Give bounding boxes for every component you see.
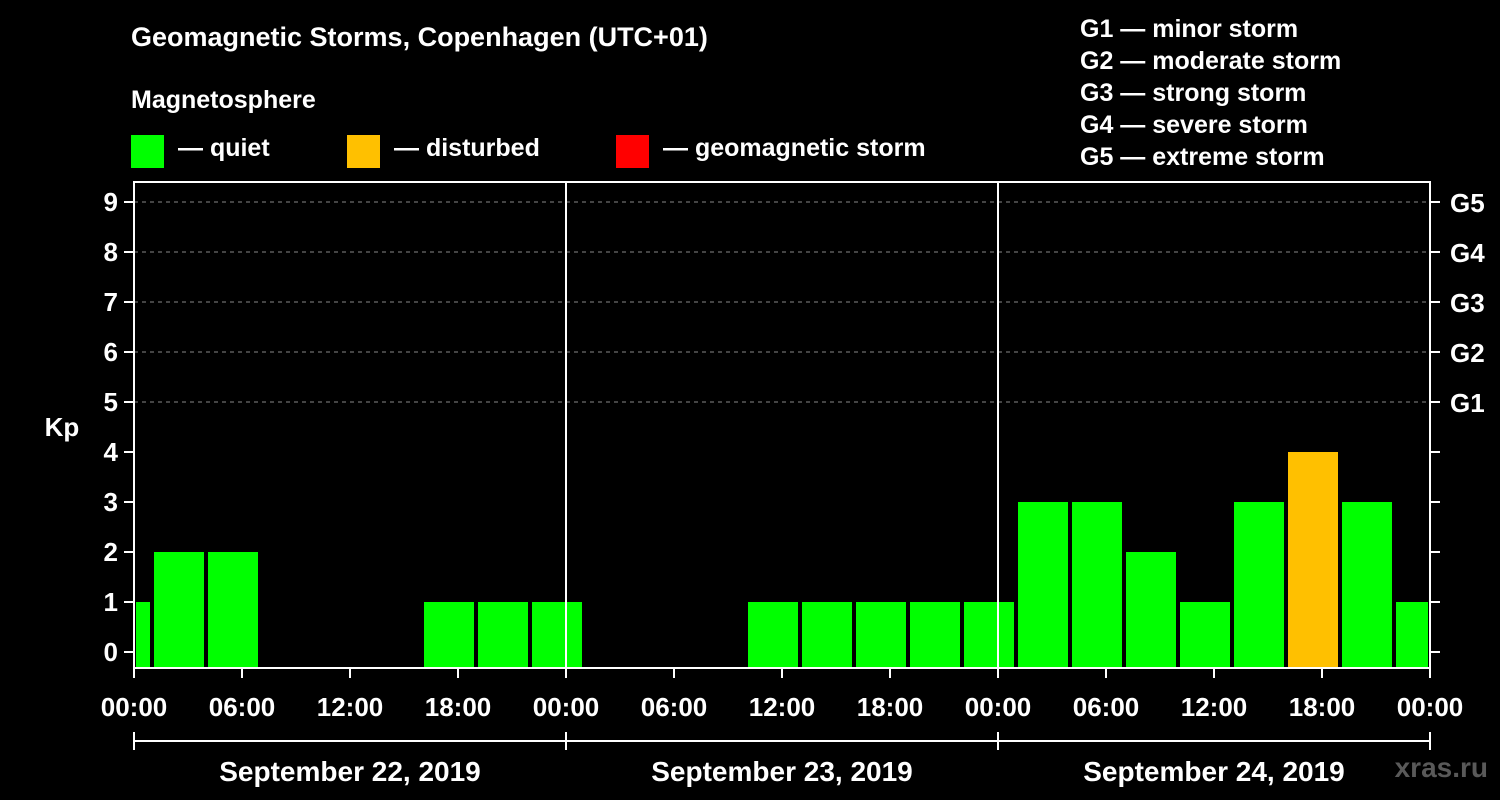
g-scale-g2: G2 — moderate storm	[1080, 47, 1342, 75]
g-level-label: G4	[1450, 238, 1485, 268]
kp-bar-6	[424, 602, 474, 668]
y-axis-label: Kp	[45, 412, 80, 442]
day-label: September 24, 2019	[1083, 756, 1345, 787]
legend-swatch-quiet	[131, 135, 164, 168]
x-tick-label: 00:00	[1397, 692, 1464, 722]
y-tick-label: 3	[104, 487, 118, 517]
kp-bar-12	[748, 602, 798, 668]
g-scale-g5: G5 — extreme storm	[1080, 143, 1325, 171]
y-tick-label: 5	[104, 387, 118, 417]
x-tick-label: 18:00	[1289, 692, 1356, 722]
kp-bar-1	[154, 552, 204, 668]
kp-bar-20	[1180, 602, 1230, 668]
y-tick-label: 2	[104, 537, 118, 567]
kp-bar-22	[1288, 452, 1338, 668]
g-scale-g4: G4 — severe storm	[1080, 111, 1308, 139]
kp-bar-14	[856, 602, 906, 668]
kp-bar-21	[1234, 502, 1284, 668]
kp-bar-16	[964, 602, 1014, 668]
g-level-label: G2	[1450, 338, 1485, 368]
watermark: xras.ru	[1394, 752, 1488, 783]
x-tick-label: 00:00	[965, 692, 1032, 722]
x-tick-label: 12:00	[317, 692, 384, 722]
g-level-label: G5	[1450, 188, 1485, 218]
kp-bar-0	[136, 602, 150, 668]
kp-bar-19	[1126, 552, 1176, 668]
kp-bar-15	[910, 602, 960, 668]
kp-bar-24	[1396, 602, 1428, 668]
y-tick-label: 4	[104, 437, 119, 467]
g-scale-g1: G1 — minor storm	[1080, 15, 1299, 43]
x-tick-label: 06:00	[209, 692, 276, 722]
legend-label-storm: — geomagnetic storm	[663, 134, 926, 162]
kp-bar-2	[208, 552, 258, 668]
x-tick-label: 12:00	[1181, 692, 1248, 722]
y-tick-label: 1	[104, 587, 118, 617]
chart-title: Geomagnetic Storms, Copenhagen (UTC+01)	[131, 22, 708, 52]
legend-label-disturbed: — disturbed	[394, 134, 540, 162]
y-tick-label: 0	[104, 637, 118, 667]
g-level-label: G3	[1450, 288, 1485, 318]
kp-bar-18	[1072, 502, 1122, 668]
day-label: September 22, 2019	[219, 756, 481, 787]
kp-bar-23	[1342, 502, 1392, 668]
legend-swatch-disturbed	[347, 135, 380, 168]
x-tick-label: 06:00	[641, 692, 708, 722]
x-tick-label: 00:00	[101, 692, 168, 722]
g-level-label: G1	[1450, 388, 1485, 418]
kp-bar-7	[478, 602, 528, 668]
x-tick-label: 18:00	[857, 692, 924, 722]
x-tick-label: 18:00	[425, 692, 492, 722]
kp-bar-13	[802, 602, 852, 668]
legend-swatch-storm	[616, 135, 649, 168]
day-label: September 23, 2019	[651, 756, 913, 787]
kp-bar-17	[1018, 502, 1068, 668]
g-scale-g3: G3 — strong storm	[1080, 79, 1307, 107]
x-tick-label: 06:00	[1073, 692, 1140, 722]
y-tick-label: 6	[104, 337, 118, 367]
legend-label-quiet: — quiet	[178, 134, 270, 162]
kp-bar-8	[532, 602, 582, 668]
x-tick-label: 12:00	[749, 692, 816, 722]
y-tick-label: 9	[104, 187, 118, 217]
legend-heading: Magnetosphere	[131, 86, 316, 114]
y-tick-label: 7	[104, 287, 118, 317]
y-tick-label: 8	[104, 237, 118, 267]
x-tick-label: 00:00	[533, 692, 600, 722]
